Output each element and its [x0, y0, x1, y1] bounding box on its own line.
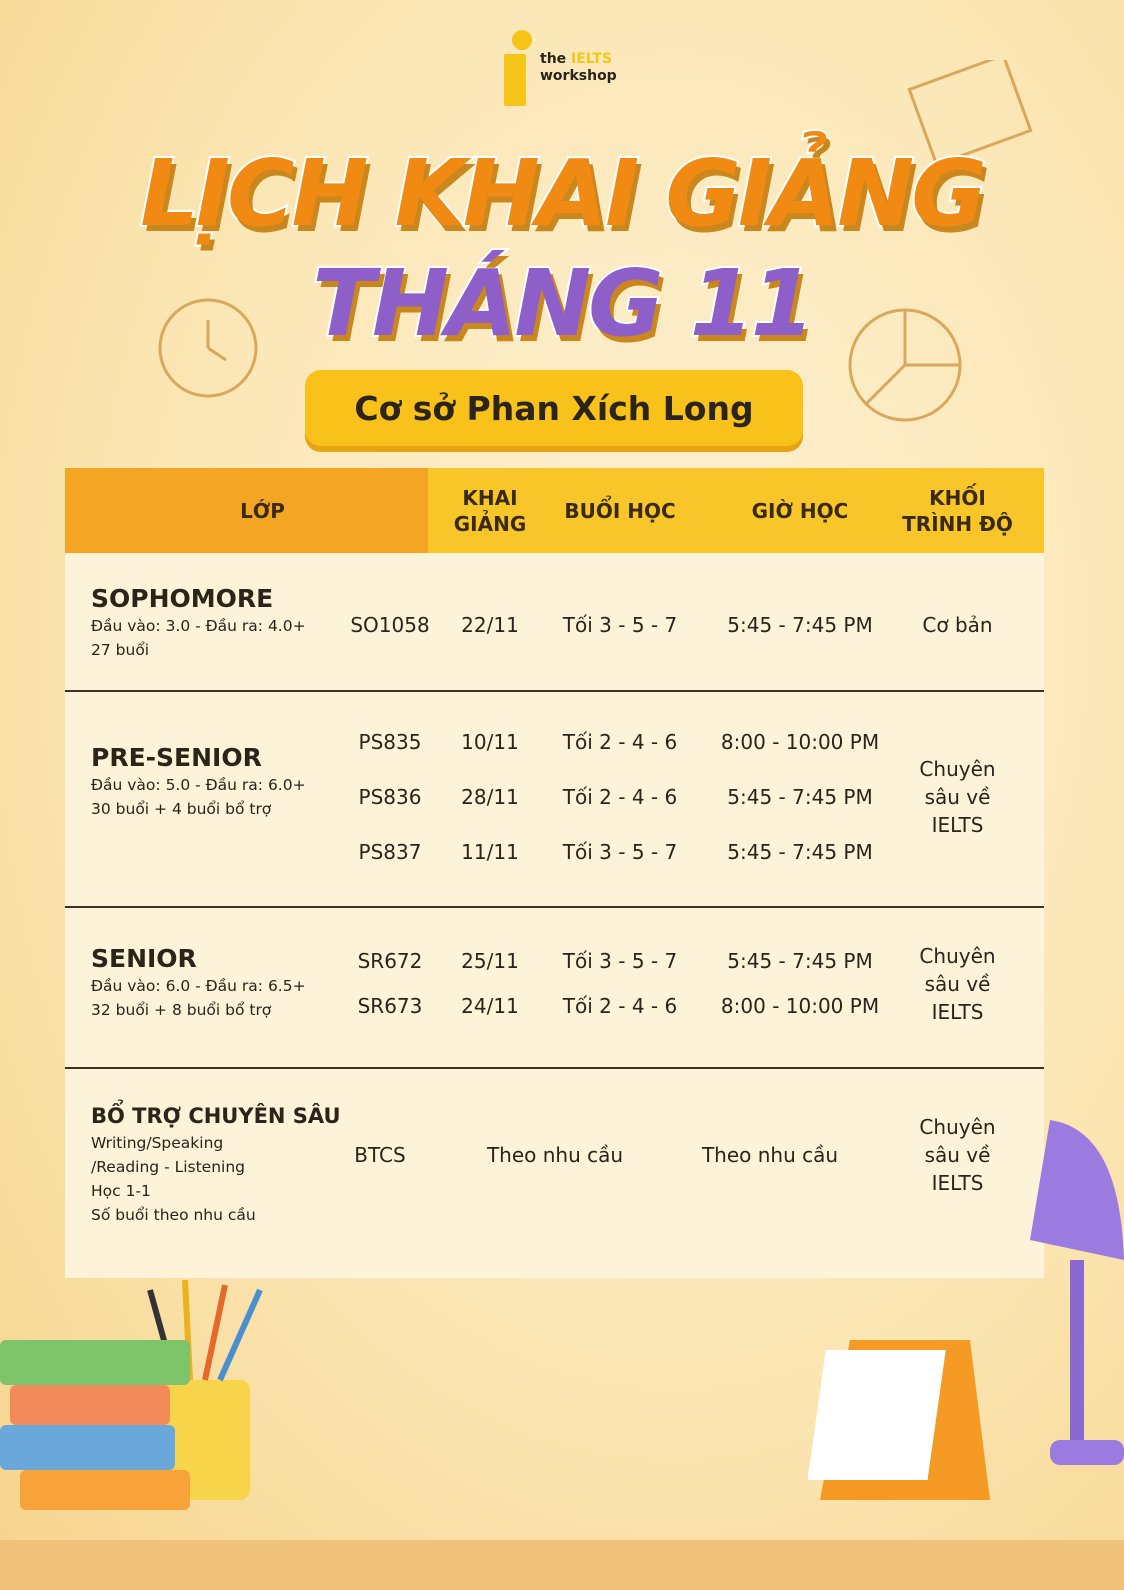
level: Chuyên sâu về IELTS [919, 1115, 996, 1195]
clock-doodle-icon [158, 298, 258, 398]
start-date: 25/11 [461, 949, 519, 973]
start-date: 10/11 [461, 730, 519, 754]
class-code: PS836 [358, 785, 422, 809]
logo: the IELTS workshop [500, 30, 617, 106]
table-row: SENIOR Đầu vào: 6.0 - Đầu ra: 6.5+ 32 buổi… [65, 908, 1044, 1069]
start-date: 28/11 [461, 785, 519, 809]
class-name-cell: SOPHOMORE Đầu vào: 3.0 - Đầu ra: 4.0+ 27 b… [91, 584, 306, 659]
study-days: Tối 2 - 4 - 6 [562, 730, 678, 754]
desk-surface [0, 1540, 1124, 1590]
level: Chuyên sâu về IELTS [919, 944, 996, 1024]
table-row: SOPHOMORE Đầu vào: 3.0 - Đầu ra: 4.0+ 27 b… [65, 553, 1044, 692]
class-code: PS835 [358, 730, 422, 754]
header-time: GIỜ HỌC [751, 498, 849, 523]
logo-text: workshop [540, 68, 617, 84]
study-days: Tối 3 - 5 - 7 [562, 949, 678, 973]
title-line-1: LỊCH KHAI GIẢNG [138, 138, 989, 249]
study-time: 5:45 - 7:45 PM [727, 840, 873, 864]
study-days: Tối 2 - 4 - 6 [562, 785, 678, 809]
study-time: Theo nhu cầu [701, 1143, 839, 1167]
logo-i-icon [500, 30, 534, 106]
study-days: Tối 3 - 5 - 7 [562, 613, 678, 637]
start-and-days: Theo nhu cầu [486, 1143, 624, 1167]
class-code: SR673 [357, 994, 423, 1018]
class-name-cell: SENIOR Đầu vào: 6.0 - Đầu ra: 6.5+ 32 buổi… [91, 944, 306, 1019]
desk-calendar-illustration [807, 1340, 990, 1500]
class-name-cell: BỔ TRỢ CHUYÊN SÂU Writing/Speaking/Readin… [91, 1104, 341, 1224]
study-time: 5:45 - 7:45 PM [727, 613, 873, 637]
header-level: KHỐI TRÌNH ĐỘ [902, 485, 1013, 536]
study-time: 8:00 - 10:00 PM [720, 994, 880, 1018]
books-pencils-illustration [0, 1279, 263, 1510]
start-date: 11/11 [461, 840, 519, 864]
table-row: BỔ TRỢ CHUYÊN SÂU Writing/Speaking/Readin… [65, 1069, 1044, 1278]
desk-lamp-illustration [1030, 1120, 1124, 1465]
class-code: BTCS [354, 1143, 406, 1167]
level: Chuyên sâu về IELTS [919, 757, 996, 837]
study-days: Tối 3 - 5 - 7 [562, 840, 678, 864]
start-date: 24/11 [461, 994, 519, 1018]
logo-text: the [540, 51, 567, 67]
branch-badge: Cơ sở Phan Xích Long [305, 370, 803, 446]
header-days: BUỔI HỌC [564, 498, 676, 523]
logo-text: IELTS [571, 51, 613, 67]
pie-chart-doodle-icon [848, 308, 962, 422]
start-date: 22/11 [461, 613, 519, 637]
header-start: KHAI GIẢNG [453, 485, 527, 536]
class-code: SR672 [357, 949, 423, 973]
study-time: 5:45 - 7:45 PM [727, 949, 873, 973]
study-days: Tối 2 - 4 - 6 [562, 994, 678, 1018]
header-class: LỚP [240, 498, 285, 523]
title-line-2: THÁNG 11 [310, 248, 817, 359]
study-time: 5:45 - 7:45 PM [727, 785, 873, 809]
schedule-table: LỚP KHAI GIẢNG BUỔI HỌC GIỜ HỌC KHỐI TRÌ… [65, 468, 1044, 1278]
study-time: 8:00 - 10:00 PM [720, 730, 880, 754]
class-code: PS837 [358, 840, 422, 864]
class-code: SO1058 [350, 613, 430, 637]
class-name-cell: PRE-SENIOR Đầu vào: 5.0 - Đầu ra: 6.0+ 30 … [91, 743, 306, 818]
notebook-doodle-icon [907, 60, 1033, 167]
table-row: PRE-SENIOR Đầu vào: 5.0 - Đầu ra: 6.0+ 30 … [65, 692, 1044, 908]
level: Cơ bản [922, 613, 993, 637]
